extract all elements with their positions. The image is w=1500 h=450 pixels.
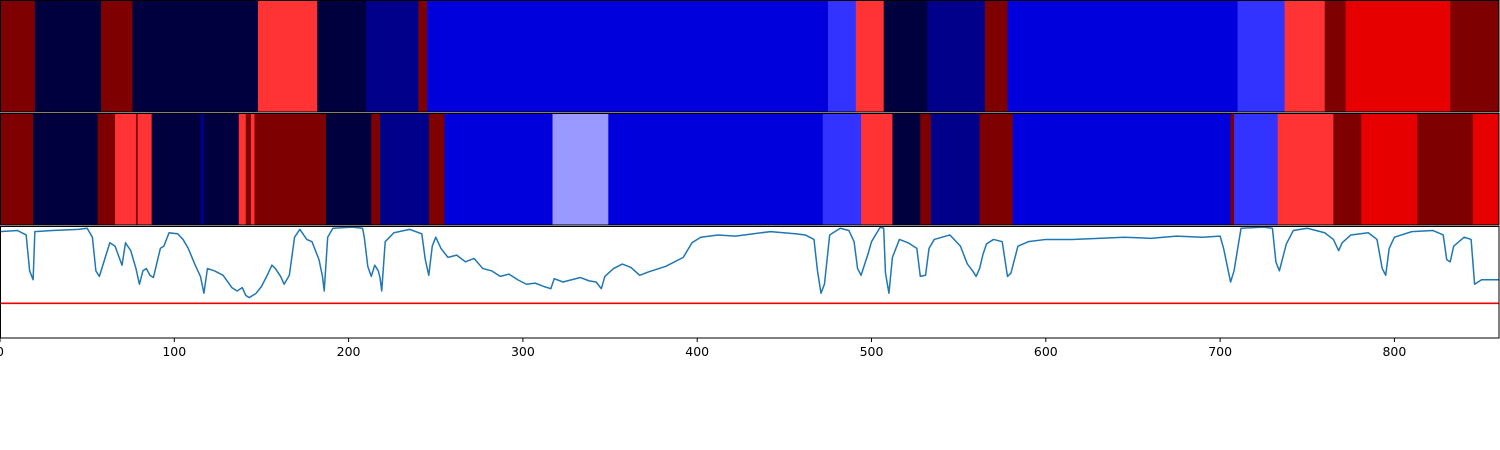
bottom-panel-frame bbox=[0, 226, 1500, 339]
middle-segment-22 bbox=[892, 113, 921, 225]
top-segment-7 bbox=[418, 0, 428, 112]
middle-heatmap-panel bbox=[0, 113, 1500, 225]
middle-segment-13 bbox=[325, 113, 372, 225]
top-segment-16 bbox=[1284, 0, 1326, 112]
x-tick-label-0: 0 bbox=[0, 344, 4, 359]
middle-segment-0 bbox=[0, 113, 34, 225]
top-segment-12 bbox=[927, 0, 986, 112]
top-segment-13 bbox=[984, 0, 1008, 112]
middle-segment-31 bbox=[1361, 113, 1418, 225]
middle-segment-32 bbox=[1417, 113, 1474, 225]
top-segment-6 bbox=[366, 0, 419, 112]
top-segment-2 bbox=[101, 0, 133, 112]
middle-segment-27 bbox=[1230, 113, 1235, 225]
bottom-line-panel bbox=[0, 226, 1499, 338]
top-segment-8 bbox=[427, 0, 829, 112]
middle-segment-9 bbox=[238, 113, 247, 225]
middle-segment-3 bbox=[115, 113, 137, 225]
top-segment-4 bbox=[257, 0, 318, 112]
middle-segment-14 bbox=[371, 113, 381, 225]
top-segment-10 bbox=[855, 0, 885, 112]
x-tick-label-3: 300 bbox=[511, 344, 535, 359]
middle-segment-4 bbox=[135, 113, 139, 225]
top-segment-18 bbox=[1345, 0, 1451, 112]
middle-segment-18 bbox=[552, 113, 609, 225]
middle-segment-33 bbox=[1472, 113, 1500, 225]
middle-segment-23 bbox=[920, 113, 932, 225]
top-segment-5 bbox=[317, 0, 367, 112]
x-tick-label-5: 500 bbox=[860, 344, 884, 359]
top-panel-frame bbox=[0, 0, 1500, 113]
middle-segment-16 bbox=[428, 113, 445, 225]
x-tick-label-7: 700 bbox=[1208, 344, 1232, 359]
middle-segment-11 bbox=[251, 113, 255, 225]
middle-segment-6 bbox=[151, 113, 201, 225]
series-line-0 bbox=[0, 226, 1499, 299]
middle-segment-12 bbox=[254, 113, 327, 225]
top-heatmap-panel bbox=[0, 0, 1500, 112]
x-tick-label-2: 200 bbox=[337, 344, 361, 359]
x-tick-label-8: 800 bbox=[1382, 344, 1406, 359]
middle-segment-21 bbox=[861, 113, 893, 225]
top-segment-17 bbox=[1324, 0, 1347, 112]
middle-segment-26 bbox=[1012, 113, 1231, 225]
middle-segment-1 bbox=[33, 113, 99, 225]
middle-segment-17 bbox=[444, 113, 553, 225]
middle-segment-25 bbox=[979, 113, 1014, 225]
middle-segment-19 bbox=[608, 113, 824, 225]
top-segment-0 bbox=[0, 0, 36, 112]
top-segment-15 bbox=[1237, 0, 1286, 112]
top-segment-14 bbox=[1007, 0, 1238, 112]
middle-segment-8 bbox=[203, 113, 240, 225]
middle-segment-20 bbox=[822, 113, 862, 225]
middle-segment-2 bbox=[97, 113, 116, 225]
top-segment-19 bbox=[1450, 0, 1500, 112]
middle-segment-15 bbox=[379, 113, 430, 225]
line-plot-background bbox=[0, 226, 1499, 338]
middle-segment-10 bbox=[245, 113, 252, 225]
middle-segment-29 bbox=[1277, 113, 1334, 225]
x-tick-label-4: 400 bbox=[685, 344, 709, 359]
middle-panel-frame bbox=[0, 113, 1500, 226]
middle-segment-5 bbox=[137, 113, 153, 225]
middle-segment-28 bbox=[1234, 113, 1279, 225]
x-tick-label-1: 100 bbox=[162, 344, 186, 359]
middle-segment-24 bbox=[930, 113, 980, 225]
middle-segment-7 bbox=[200, 113, 205, 225]
top-segment-9 bbox=[827, 0, 857, 112]
middle-segment-30 bbox=[1333, 113, 1362, 225]
top-segment-11 bbox=[883, 0, 928, 112]
x-tick-label-6: 600 bbox=[1034, 344, 1058, 359]
top-segment-3 bbox=[132, 0, 259, 112]
x-axis: 0 100 200 300 400 500 600 700 800 bbox=[0, 338, 1406, 359]
top-segment-1 bbox=[34, 0, 102, 112]
